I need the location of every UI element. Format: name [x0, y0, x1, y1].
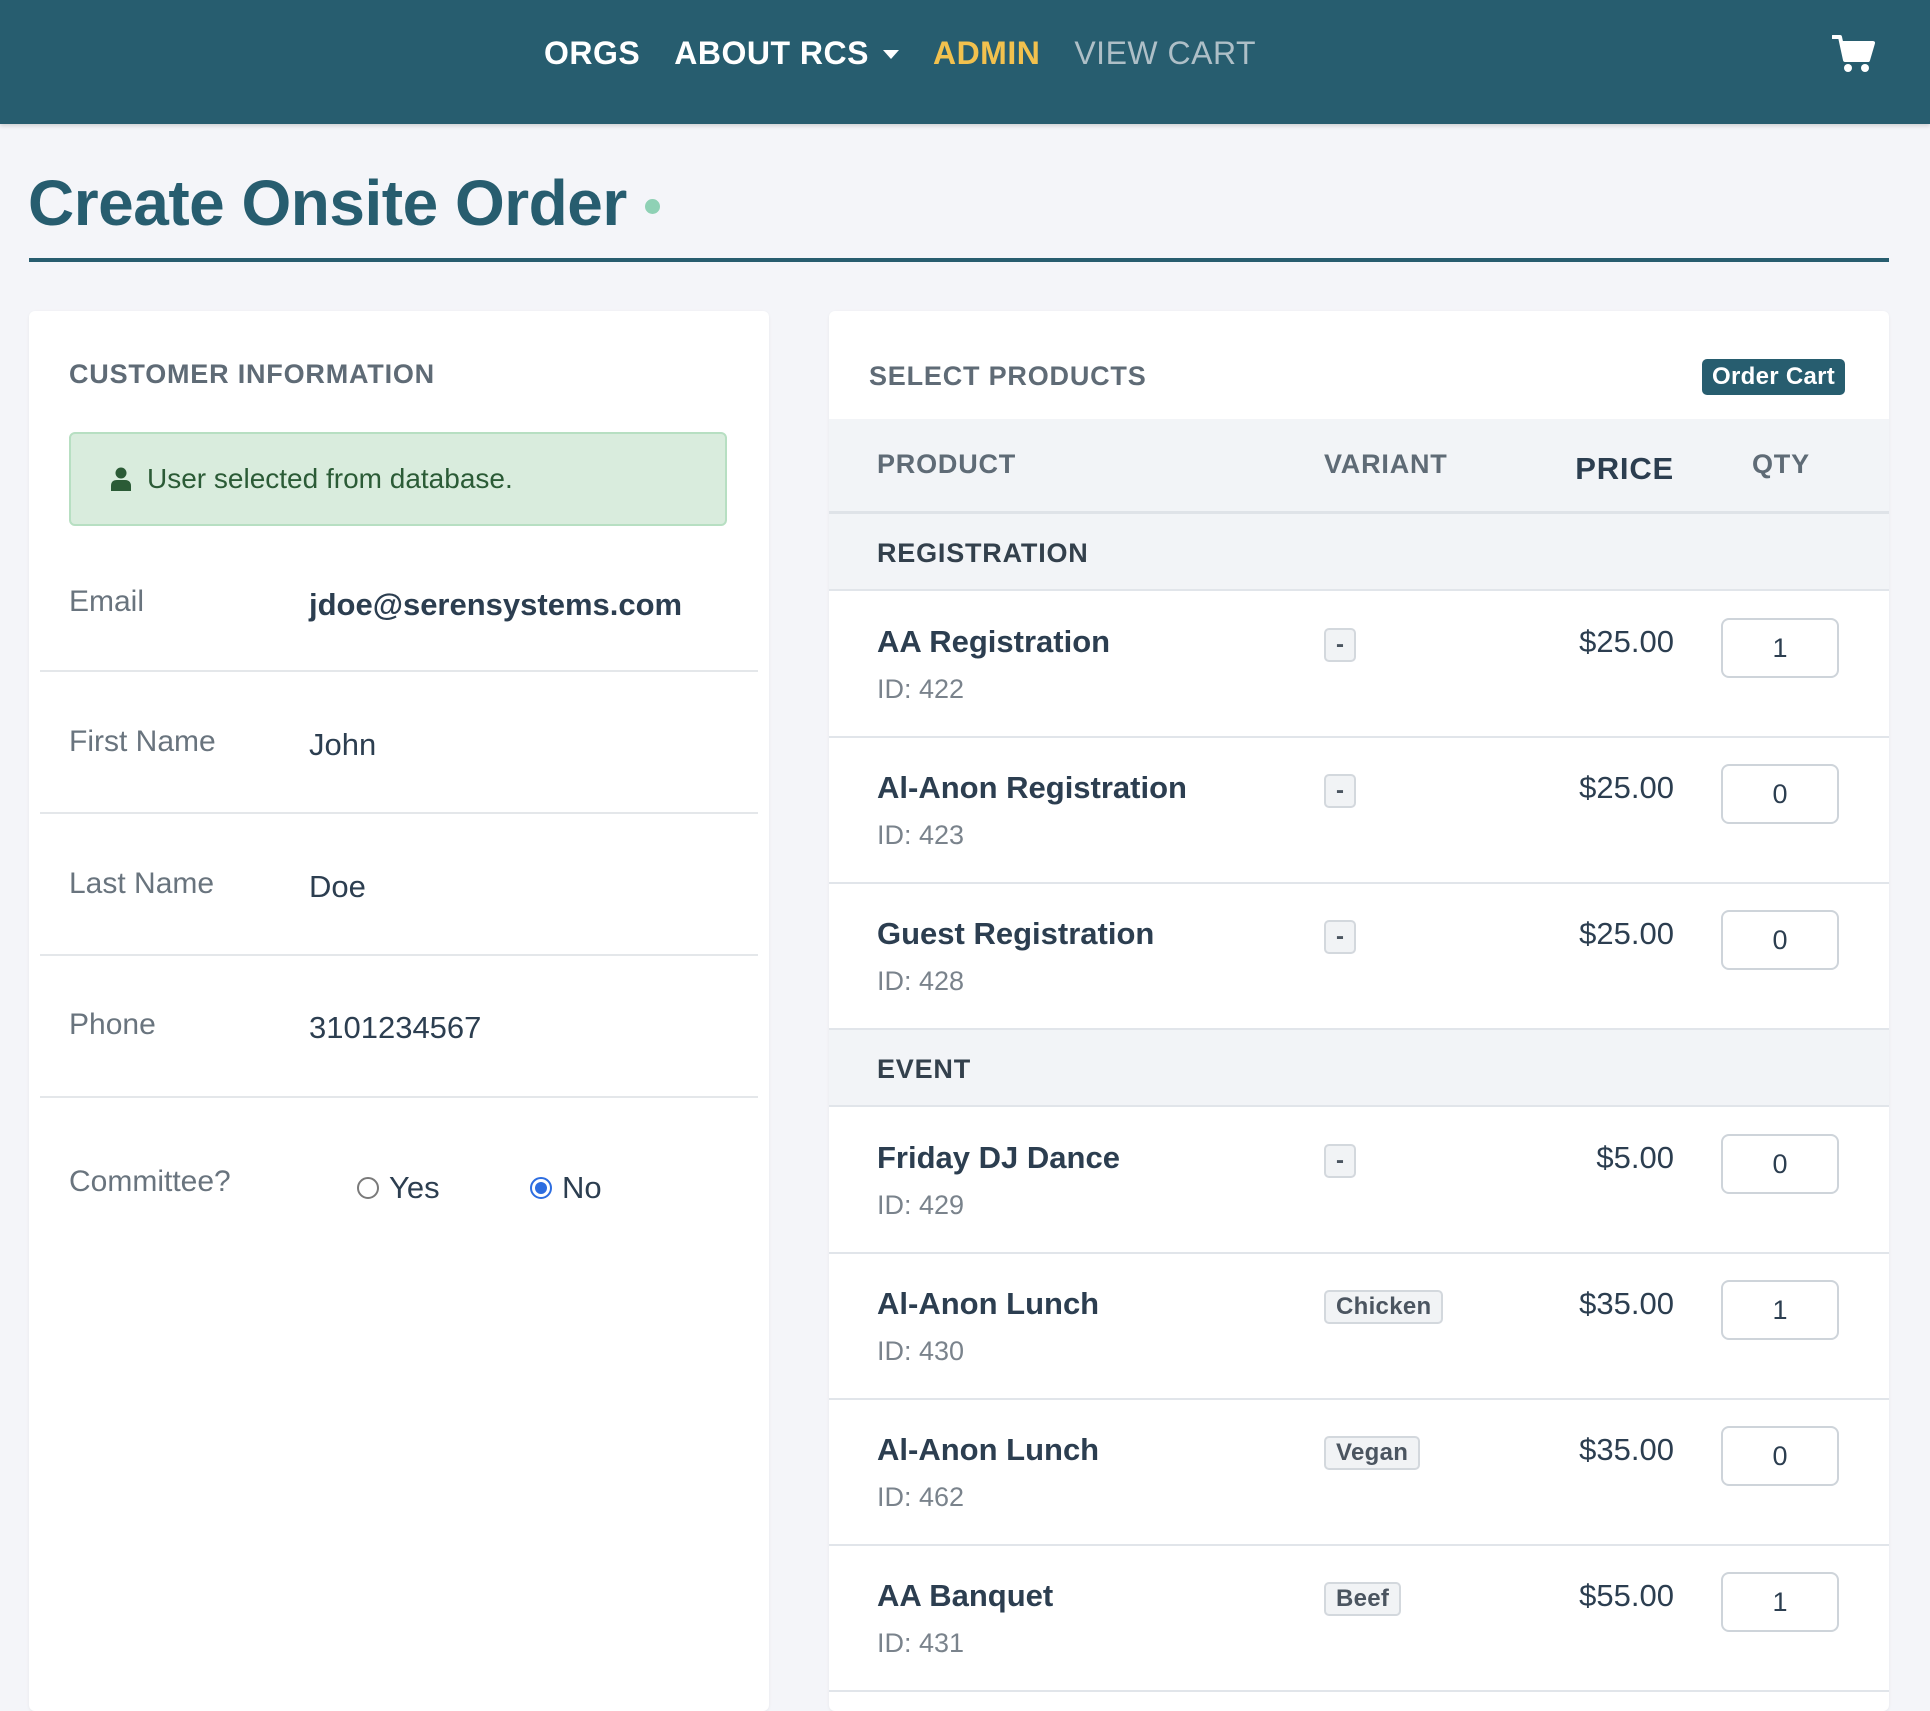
committee-yes-label: Yes [389, 1170, 440, 1205]
product-price: $55.00 [1579, 1578, 1674, 1613]
qty-input[interactable] [1721, 1426, 1839, 1486]
nav-link-about-rcs-label: ABOUT RCS [674, 34, 869, 71]
title-dot-icon [644, 198, 660, 214]
last-name-row: Last Name Doe [40, 813, 758, 956]
product-price: $25.00 [1579, 916, 1674, 951]
product-id: ID: 431 [877, 1628, 965, 1658]
phone-label: Phone [69, 1008, 156, 1041]
chevron-down-icon [882, 49, 899, 59]
phone-value: 3101234567 [309, 1010, 482, 1045]
top-navbar: ORGS ABOUT RCS ADMIN VIEW CART [0, 0, 1930, 124]
product-id: ID: 462 [877, 1482, 965, 1512]
customer-info-heading: CUSTOMER INFORMATION [69, 359, 435, 389]
product-name: Friday DJ Dance [877, 1140, 1120, 1175]
product-row: Al-Anon Lunch ID: 430 Chicken $35.00 [829, 1254, 1889, 1400]
product-name: AA Banquet [877, 1578, 1054, 1613]
select-products-heading: SELECT PRODUCTS [869, 361, 1147, 391]
group-label: REGISTRATION [877, 538, 1089, 568]
product-id: ID: 423 [877, 820, 965, 850]
committee-yes-option[interactable]: Yes [357, 1170, 440, 1206]
email-field-row: Email jdoe@serensystems.com [40, 529, 758, 672]
committee-no-radio[interactable] [530, 1177, 552, 1199]
product-price: $25.00 [1579, 770, 1674, 805]
page-title: Create Onsite Order [28, 166, 660, 240]
qty-input[interactable] [1721, 1572, 1839, 1632]
nav-link-view-cart[interactable]: VIEW CART [1074, 34, 1257, 71]
product-name: AA Registration [877, 624, 1111, 659]
qty-input[interactable] [1721, 910, 1839, 970]
first-name-label: First Name [69, 725, 216, 758]
committee-label: Committee? [69, 1165, 231, 1198]
nav-link-about-rcs[interactable]: ABOUT RCS [674, 35, 899, 72]
email-value: jdoe@serensystems.com [309, 587, 683, 622]
committee-no-label: No [562, 1170, 602, 1205]
variant-badge: - [1324, 774, 1357, 808]
products-table-header: PRODUCT VARIANT PRICE QTY [829, 419, 1889, 514]
variant-badge: - [1324, 920, 1357, 954]
committee-no-option[interactable]: No [530, 1170, 602, 1206]
variant-badge: Beef [1324, 1582, 1402, 1616]
last-name-label: Last Name [69, 867, 215, 900]
product-row: Al-Anon Lunch ID: 462 Vegan $35.00 [829, 1400, 1889, 1546]
order-cart-badge[interactable]: Order Cart [1702, 359, 1846, 395]
product-row: AA Banquet ID: 431 Beef $55.00 [829, 1546, 1889, 1692]
product-price: $5.00 [1596, 1140, 1674, 1175]
product-row: Friday DJ Dance ID: 429 - $5.00 [829, 1108, 1889, 1254]
select-products-card: SELECT PRODUCTS Order Cart PRODUCT VARIA… [829, 311, 1889, 1711]
user-icon [111, 467, 131, 491]
product-id: ID: 430 [877, 1336, 965, 1366]
product-row: Al-Anon Registration ID: 423 - $25.00 [829, 738, 1889, 884]
product-price: $35.00 [1579, 1432, 1674, 1467]
group-label: EVENT [877, 1054, 972, 1084]
first-name-row: First Name John [40, 671, 758, 814]
committee-yes-radio[interactable] [357, 1177, 379, 1199]
qty-input[interactable] [1721, 618, 1839, 678]
title-divider [29, 258, 1889, 262]
variant-badge: - [1324, 628, 1357, 662]
product-name: Al-Anon Lunch [877, 1286, 1100, 1321]
variant-badge: - [1324, 1144, 1357, 1178]
group-row-registration: REGISTRATION [829, 514, 1889, 591]
nav-link-orgs[interactable]: ORGS [544, 34, 641, 71]
customer-info-card: CUSTOMER INFORMATION User selected from … [29, 311, 769, 1711]
first-name-value: John [309, 727, 377, 762]
product-price: $25.00 [1579, 624, 1674, 659]
column-header-variant: VARIANT [1324, 449, 1448, 479]
email-label: Email [69, 585, 145, 618]
last-name-value: Doe [309, 869, 366, 904]
product-price: $35.00 [1579, 1286, 1674, 1321]
product-id: ID: 422 [877, 674, 965, 704]
phone-row: Phone 3101234567 [40, 955, 758, 1098]
column-header-qty: QTY [1752, 449, 1810, 479]
alert-text: User selected from database. [147, 463, 513, 494]
product-row: AA Registration ID: 422 - $25.00 [829, 592, 1889, 738]
variant-badge: Chicken [1324, 1290, 1444, 1324]
user-selected-alert: User selected from database. [69, 432, 727, 526]
column-header-price: PRICE [1575, 451, 1674, 486]
group-row-event: EVENT [829, 1030, 1889, 1107]
page-title-text: Create Onsite Order [28, 167, 627, 239]
product-row: Guest Registration ID: 428 - $25.00 [829, 884, 1889, 1030]
qty-input[interactable] [1721, 1134, 1839, 1194]
product-name: Guest Registration [877, 916, 1155, 951]
variant-badge: Vegan [1324, 1436, 1421, 1470]
nav-link-admin[interactable]: ADMIN [932, 34, 1041, 71]
column-header-product: PRODUCT [877, 449, 1017, 479]
product-name: Al-Anon Registration [877, 770, 1187, 805]
product-id: ID: 428 [877, 966, 965, 996]
product-id: ID: 429 [877, 1190, 965, 1220]
nav-links: ORGS ABOUT RCS ADMIN VIEW CART [544, 0, 1256, 106]
qty-input[interactable] [1721, 764, 1839, 824]
product-name: Al-Anon Lunch [877, 1432, 1100, 1467]
shopping-cart-icon[interactable] [1832, 34, 1876, 74]
qty-input[interactable] [1721, 1280, 1839, 1340]
